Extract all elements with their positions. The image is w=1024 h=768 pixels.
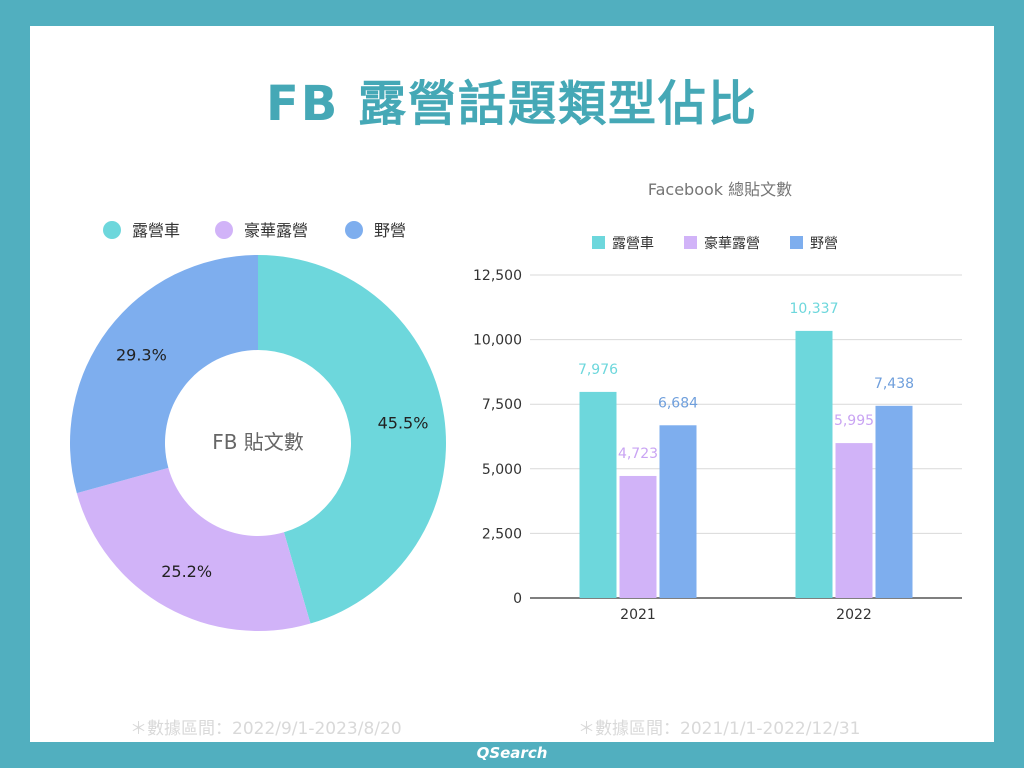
bar-2021-2	[619, 475, 657, 598]
bar-value-label: 4,723	[618, 446, 658, 462]
bar-y-tick-label: 12,500	[473, 268, 522, 284]
bar-value-label: 5,995	[834, 413, 874, 429]
bar-legend-marker	[790, 236, 803, 249]
donut-legend-label: 野營	[374, 221, 406, 240]
donut-legend-marker	[345, 221, 363, 239]
donut-slice-label: 25.2%	[161, 562, 212, 581]
bar-2022-1	[795, 330, 833, 598]
bar-y-tick-label: 2,500	[482, 526, 522, 542]
bar-legend-marker	[592, 236, 605, 249]
bar-source-note: ＊數據區間：2021/1/1-2022/12/31	[578, 719, 861, 739]
bar-legend: 露營車 豪華露營 野營	[592, 235, 838, 252]
page-title: FB 露營話題類型佔比	[265, 76, 759, 132]
bar-2021-3	[659, 425, 697, 598]
donut-slice-1	[258, 255, 446, 624]
donut-slice-3	[69, 254, 258, 494]
bar-value-label: 7,976	[578, 362, 618, 378]
bar-chart: 7,976 4,723 6,684 2021 10,337 5,995 7,438 2022	[578, 301, 914, 623]
donut-chart: 45.5% 25.2% 29.3%	[69, 254, 446, 631]
donut-legend-label: 露營車	[132, 221, 180, 240]
bar-chart-title: Facebook 總貼文數	[648, 180, 792, 199]
bar-y-tick-label: 5,000	[482, 462, 522, 478]
donut-legend-marker	[103, 221, 121, 239]
bar-value-label: 10,337	[790, 301, 839, 317]
donut-slice-label: 45.5%	[378, 413, 429, 432]
bar-2022-2	[835, 443, 873, 598]
donut-legend-label: 豪華露營	[244, 221, 308, 240]
bar-2021-1	[579, 391, 617, 598]
bar-y-tick-label: 7,500	[482, 397, 522, 413]
donut-center-label: FB 貼文數	[212, 430, 304, 454]
card: FB 露營話題類型佔比 ＊數據區間：2022/9/1-2023/8/20 ＊數據…	[30, 26, 994, 742]
bar-value-label: 7,438	[874, 376, 914, 392]
bar-2022-3	[875, 405, 913, 598]
bar-y-tick-label: 10,000	[473, 333, 522, 349]
donut-legend: 露營車 豪華露營 野營	[103, 221, 406, 240]
bar-legend-label: 豪華露營	[704, 236, 760, 252]
bar-legend-marker	[684, 236, 697, 249]
bar-legend-label: 露營車	[612, 235, 654, 252]
pie-source-note: ＊數據區間：2022/9/1-2023/8/20	[130, 719, 402, 739]
donut-slice-label: 29.3%	[116, 345, 167, 364]
donut-legend-marker	[215, 221, 233, 239]
bar-y-tick-label: 0	[513, 591, 522, 607]
bar-x-tick-label: 2022	[836, 607, 872, 623]
donut-slice-2	[76, 467, 311, 631]
bar-value-label: 6,684	[658, 395, 698, 411]
brand-logo: QSearch	[476, 744, 548, 762]
bar-x-tick-label: 2021	[620, 607, 656, 623]
bar-legend-label: 野營	[810, 236, 838, 252]
